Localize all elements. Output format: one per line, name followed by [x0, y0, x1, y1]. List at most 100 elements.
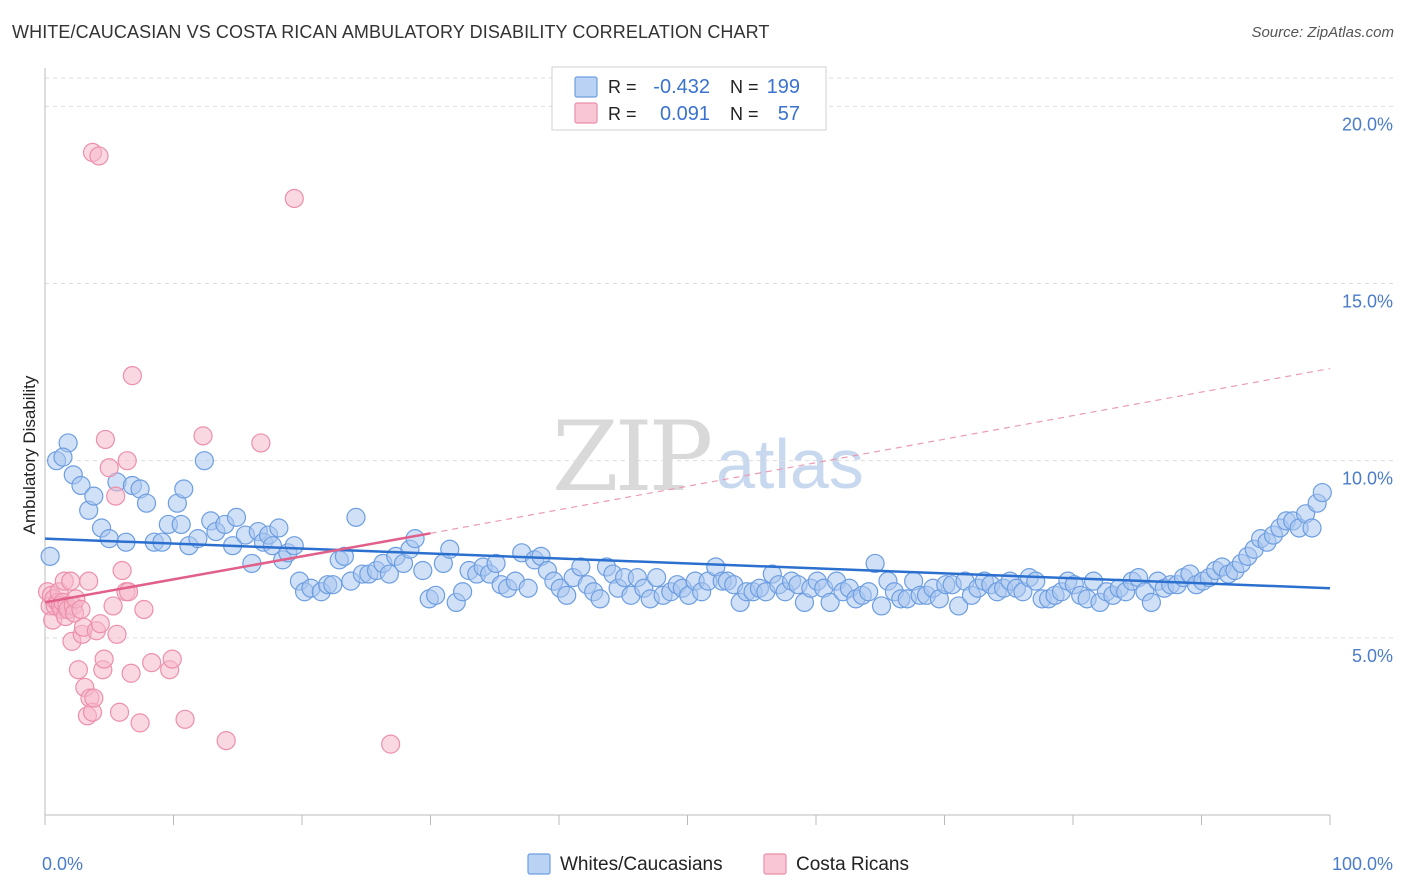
point-whites — [346, 507, 366, 527]
legend-n-label-costa-ricans: N = — [730, 104, 759, 124]
bottom-legend-label-whites: Whites/Caucasians — [560, 854, 723, 875]
point-whites — [53, 447, 73, 467]
point-costa-ricans — [193, 426, 213, 446]
legend-r-label-costa-ricans: R = — [608, 104, 637, 124]
trend-line-costa-ricans — [44, 532, 431, 604]
y-tick-labels: 5.0% 10.0% 15.0% 20.0% — [1342, 114, 1393, 665]
point-whites — [405, 529, 425, 549]
gridlines — [45, 77, 1395, 639]
y-tick-label: 15.0% — [1342, 292, 1393, 312]
point-costa-ricans — [175, 709, 195, 729]
y-tick-label: 5.0% — [1352, 646, 1393, 666]
point-costa-ricans — [142, 653, 162, 673]
trend-line-costa-ricans-extension — [430, 367, 1331, 534]
point-costa-ricans — [216, 730, 236, 751]
point-costa-ricans — [109, 702, 130, 722]
point-costa-ricans — [95, 429, 115, 450]
point-costa-ricans — [162, 649, 182, 669]
legend-r-value-costa-ricans: 0.091 — [660, 103, 710, 125]
point-costa-ricans — [89, 146, 109, 166]
point-whites — [269, 518, 289, 538]
x-tick-label-min: 0.0% — [42, 854, 83, 874]
y-axis-label: Ambulatory Disability — [20, 375, 39, 534]
point-costa-ricans — [130, 713, 150, 733]
trend-lines — [44, 367, 1331, 604]
legend-r-label-whites: R = — [608, 77, 637, 97]
point-whites — [518, 578, 538, 598]
point-whites — [859, 582, 879, 602]
point-whites — [171, 514, 191, 535]
point-costa-ricans — [103, 596, 123, 616]
point-whites — [453, 582, 473, 602]
x-tick-labels: 0.0% 100.0% — [42, 854, 1393, 874]
point-whites — [194, 451, 214, 471]
axes — [44, 68, 1331, 825]
point-whites — [820, 592, 840, 613]
point-whites — [557, 585, 577, 605]
point-whites — [871, 596, 892, 616]
point-costa-ricans — [79, 571, 99, 591]
point-whites — [40, 546, 60, 566]
point-costa-ricans — [106, 486, 126, 506]
legend-swatch-costa-ricans — [574, 102, 598, 124]
y-tick-label: 20.0% — [1342, 114, 1393, 134]
correlation-legend: R = -0.432 N = 199 R = 0.091 N = 57 — [551, 66, 827, 131]
legend-swatch-whites — [574, 76, 598, 98]
point-whites — [99, 529, 119, 549]
legend-n-value-costa-ricans: 57 — [778, 103, 800, 125]
point-costa-ricans — [90, 614, 110, 634]
point-whites — [379, 564, 399, 584]
point-costa-ricans — [107, 624, 127, 644]
point-whites — [571, 557, 591, 577]
point-whites — [1302, 518, 1322, 538]
point-whites — [84, 486, 104, 506]
legend-n-value-whites: 199 — [767, 76, 800, 98]
point-whites — [334, 546, 355, 566]
point-costa-ricans — [84, 688, 104, 708]
point-whites — [323, 575, 343, 595]
point-costa-ricans — [112, 560, 132, 581]
legend-box — [551, 66, 827, 131]
point-whites — [1141, 592, 1161, 613]
chart-title: WHITE/CAUCASIAN VS COSTA RICAN AMBULATOR… — [12, 22, 770, 42]
point-whites — [136, 493, 157, 513]
bottom-legend-swatch-whites — [527, 853, 551, 875]
series-legend: Whites/Caucasians Costa Ricans — [527, 853, 909, 875]
legend-n-label-whites: N = — [730, 77, 759, 97]
x-tick-label-max: 100.0% — [1332, 854, 1393, 874]
watermark-zip: ZIP — [552, 401, 711, 513]
source-label: Source: ZipAtlas.com — [1251, 24, 1394, 41]
point-whites — [426, 585, 446, 605]
point-costa-ricans — [68, 660, 89, 680]
bottom-legend-label-costa-ricans: Costa Ricans — [796, 854, 909, 875]
bottom-legend-swatch-costa-ricans — [763, 853, 787, 875]
point-whites — [949, 596, 969, 616]
y-tick-label: 10.0% — [1342, 469, 1393, 489]
point-whites — [865, 553, 885, 574]
point-costa-ricans — [94, 649, 114, 669]
point-costa-ricans — [71, 599, 91, 620]
watermark-atlas: atlas — [716, 425, 864, 503]
point-costa-ricans — [117, 451, 137, 471]
point-costa-ricans — [61, 571, 81, 591]
point-whites — [174, 479, 194, 499]
trend-line-whites — [44, 537, 1331, 590]
point-costa-ricans — [381, 734, 401, 754]
point-whites — [1026, 571, 1046, 591]
point-whites — [486, 553, 506, 574]
point-costa-ricans — [251, 433, 271, 453]
point-costa-ricans — [122, 366, 142, 386]
point-whites — [226, 507, 247, 527]
point-whites — [647, 568, 667, 588]
point-whites — [1083, 571, 1104, 591]
point-whites — [413, 560, 433, 581]
point-whites — [284, 536, 304, 556]
point-costa-ricans — [134, 599, 154, 620]
point-costa-ricans — [284, 188, 304, 209]
legend-r-value-whites: -0.432 — [653, 76, 710, 98]
series-costa-ricans-points — [37, 142, 401, 754]
point-whites — [71, 475, 91, 496]
point-whites — [590, 589, 610, 609]
point-whites — [1312, 482, 1332, 503]
